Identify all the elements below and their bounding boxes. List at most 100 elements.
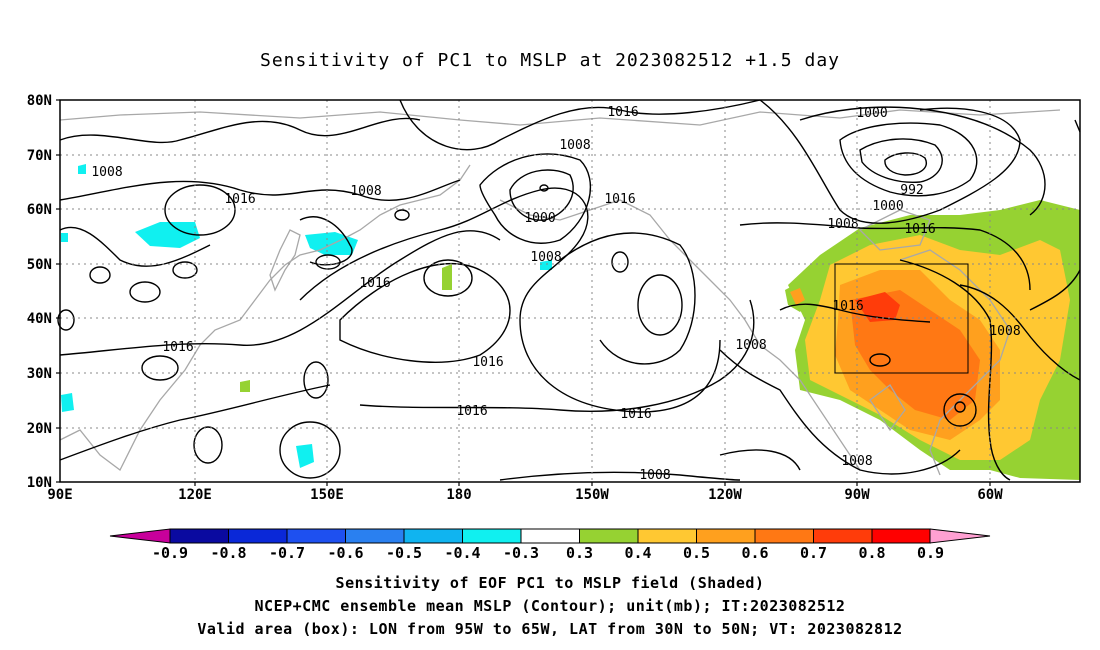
contour-line xyxy=(719,449,801,471)
shading-green-pacific xyxy=(442,264,452,290)
map-frame xyxy=(59,99,1081,483)
coast-florida xyxy=(869,384,906,432)
contour-line xyxy=(779,303,931,323)
contour-label: 1016 xyxy=(904,222,935,237)
contour-label: 1016 xyxy=(832,299,863,314)
colorbar-cell xyxy=(403,528,463,544)
contour-label: 1008 xyxy=(91,165,122,180)
sensitivity-shading xyxy=(61,164,1080,480)
contour-line xyxy=(759,99,1021,224)
lon-label: 60W xyxy=(977,487,1003,503)
contour-line xyxy=(799,106,1046,216)
lat-label: 10N xyxy=(27,475,52,491)
coast-na-east xyxy=(899,249,1011,476)
contour-line xyxy=(59,230,501,356)
contour-label: 1008 xyxy=(827,217,858,232)
shading-cyan-7 xyxy=(540,260,552,270)
contour-line xyxy=(59,384,331,461)
coast-arctic xyxy=(59,109,1061,126)
chart-title: Sensitivity of PC1 to MSLP at 2023082512… xyxy=(259,50,840,71)
contour-line xyxy=(943,393,977,427)
colorbar-label: 0.6 xyxy=(741,544,768,562)
shading-darkorange-na xyxy=(850,290,980,420)
contour-line xyxy=(399,99,761,151)
colorbar-cell xyxy=(169,528,229,544)
colorbar-label: -0.8 xyxy=(210,544,246,562)
contour-line xyxy=(509,169,574,221)
shading-cyan-4 xyxy=(61,393,74,412)
lat-label: 20N xyxy=(27,421,52,437)
shading-cyan-3 xyxy=(296,444,314,468)
contour-line xyxy=(839,122,978,197)
colorbar-cells xyxy=(169,528,931,544)
contour-line xyxy=(611,251,629,273)
contour-line xyxy=(339,262,511,363)
colorbar-label: 0.4 xyxy=(624,544,651,562)
coastlines xyxy=(59,109,1061,476)
colorbar-label: -0.9 xyxy=(152,544,188,562)
contour-line xyxy=(303,361,329,399)
mslp-contours xyxy=(57,99,1081,481)
colorbar-label: -0.7 xyxy=(269,544,305,562)
contour-label: 1016 xyxy=(604,192,635,207)
contour-line xyxy=(954,401,966,413)
lat-label: 50N xyxy=(27,257,52,273)
contour-line xyxy=(59,226,211,267)
contour-line xyxy=(499,471,741,481)
shading-green-2 xyxy=(240,380,250,392)
valid-area-box xyxy=(834,263,969,374)
lon-labels: 90E 120E 150E 180 150W 120W 90W 60W xyxy=(47,487,1003,503)
lon-label: 120W xyxy=(708,487,742,503)
contour-line xyxy=(129,281,161,303)
lat-label: 30N xyxy=(27,366,52,382)
coast-japan xyxy=(269,229,301,292)
colorbar-label: 0.7 xyxy=(800,544,827,562)
contour-line xyxy=(59,117,421,144)
colorbar-label: -0.5 xyxy=(386,544,422,562)
shading-cyan-6 xyxy=(78,164,86,174)
map-grid xyxy=(60,100,1080,482)
lat-label: 70N xyxy=(27,148,52,164)
colorbar-cell xyxy=(871,528,931,544)
contour-line xyxy=(89,266,111,284)
colorbar-labels: -0.9 -0.8 -0.7 -0.6 -0.5 -0.4 -0.3 0.3 0.4 0.5 0.6… xyxy=(152,544,944,562)
contour-line xyxy=(959,284,1081,381)
colorbar-label: -0.6 xyxy=(327,544,363,562)
colorbar-cell xyxy=(228,528,288,544)
contour-line xyxy=(637,274,683,336)
axis-ticks xyxy=(56,99,991,486)
contour-label: 1016 xyxy=(224,192,255,207)
contour-label: 1016 xyxy=(620,407,651,422)
colorbar-cell xyxy=(520,528,580,544)
coast-hudson xyxy=(858,209,931,251)
contour-line xyxy=(57,309,75,331)
contour-line xyxy=(359,299,755,412)
contour-line xyxy=(141,355,179,381)
colorbar-cell xyxy=(286,528,346,544)
lat-label: 80N xyxy=(27,93,52,109)
contour-line xyxy=(719,349,961,475)
colorbar-label: -0.3 xyxy=(503,544,539,562)
lon-label: 150E xyxy=(310,487,344,503)
colorbar-high-arrow xyxy=(929,528,991,544)
contour-labels: 1016 1000 1008 1008 1016 1008 1016 1000 … xyxy=(91,105,1020,483)
contour-label: 1008 xyxy=(735,338,766,353)
colorbar-label: 0.5 xyxy=(683,544,710,562)
shading-cyan-1 xyxy=(135,222,200,248)
colorbar-cell xyxy=(754,528,814,544)
contour-label: 1008 xyxy=(989,324,1020,339)
lon-label: 90E xyxy=(47,487,72,503)
contour-label: 1008 xyxy=(530,250,561,265)
contour-label: 992 xyxy=(900,183,923,198)
lat-label: 60N xyxy=(27,202,52,218)
colorbar-label: 0.3 xyxy=(566,544,593,562)
colorbar: -0.9 -0.8 -0.7 -0.6 -0.5 -0.4 -0.3 0.3 0.4 0.5 0.6… xyxy=(109,528,991,562)
contour-line xyxy=(299,187,721,413)
contour-line xyxy=(899,259,1011,481)
contour-line xyxy=(559,232,696,365)
contour-line xyxy=(394,209,410,221)
colorbar-label: 0.9 xyxy=(917,544,944,562)
contour-line xyxy=(869,353,891,367)
contour-line xyxy=(279,421,341,479)
contour-line xyxy=(315,254,341,270)
